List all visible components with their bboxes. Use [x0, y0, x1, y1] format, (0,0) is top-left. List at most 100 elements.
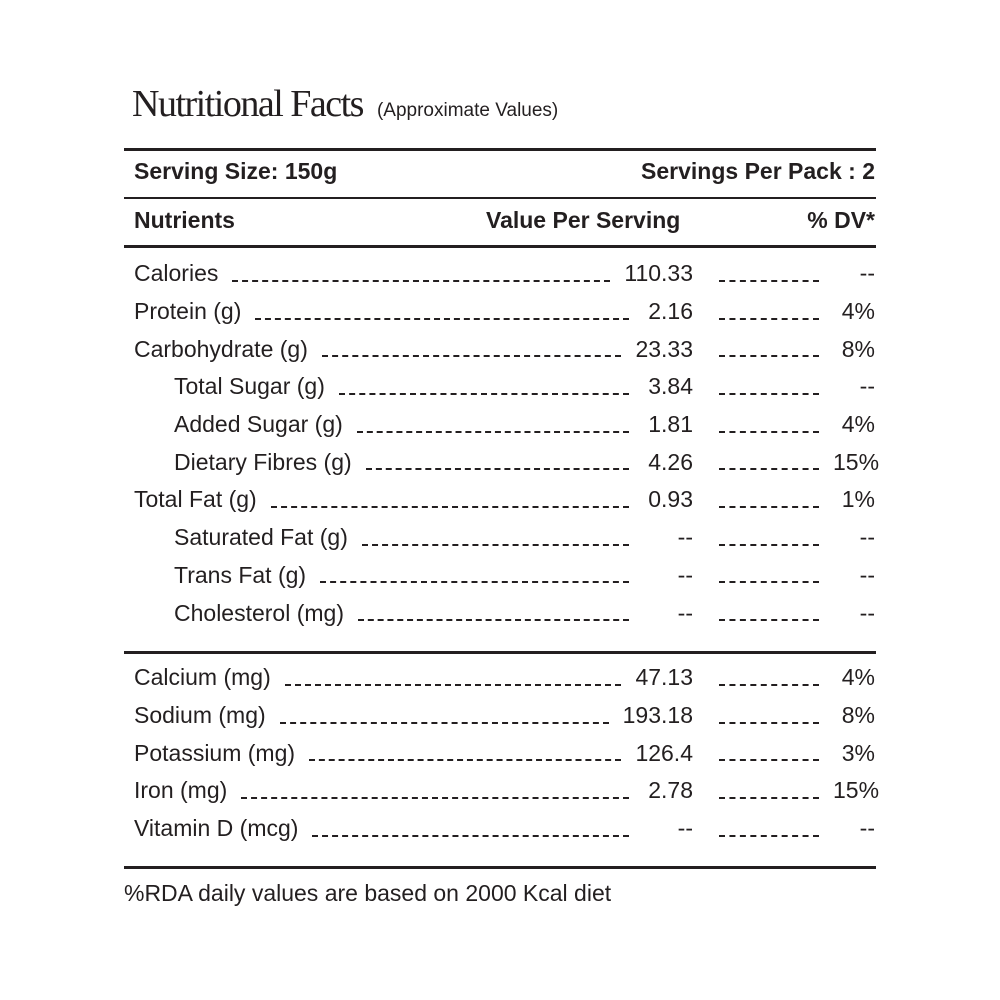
- nutrient-name: Trans Fat (g): [174, 561, 307, 588]
- dash-leader: [719, 721, 819, 724]
- nutrient-row: Potassium (mg) 126.4 3%: [134, 734, 875, 772]
- divider: [124, 148, 876, 151]
- nutrient-name: Sodium (mg): [134, 702, 266, 729]
- nutrient-row: Iron (mg) 2.78 15%: [134, 772, 880, 810]
- nutrient-row: Total Sugar (g) 3.84 --: [134, 368, 875, 406]
- dash-leader: [255, 317, 629, 320]
- nutrient-name: Cholesterol (mg): [174, 599, 344, 626]
- nutrient-name: Dietary Fibres (g): [174, 448, 352, 475]
- nutrient-value: 2.16: [648, 298, 693, 325]
- dash-leader: [719, 392, 819, 395]
- divider: [124, 197, 876, 199]
- nutrient-name: Total Sugar (g): [174, 373, 325, 400]
- divider: [124, 866, 876, 869]
- nutrient-dv: --: [859, 524, 875, 551]
- nutrient-row: Saturated Fat (g) -- --: [134, 519, 875, 557]
- serving-size: Serving Size: 150g: [134, 158, 338, 184]
- nutrient-name: Total Fat (g): [134, 486, 257, 513]
- dash-leader: [312, 834, 629, 837]
- dash-leader: [719, 619, 819, 622]
- nutrient-dv: 4%: [841, 298, 875, 325]
- nutrient-dv: --: [859, 599, 875, 626]
- dash-leader: [719, 683, 819, 686]
- nutrient-row: Added Sugar (g) 1.81 4%: [134, 406, 875, 444]
- nutrient-name: Calories: [134, 260, 219, 287]
- dash-leader: [719, 279, 819, 282]
- dash-leader: [719, 834, 819, 837]
- dash-leader: [719, 759, 819, 762]
- dash-leader: [358, 619, 629, 622]
- nutrient-row: Trans Fat (g) -- --: [134, 557, 875, 595]
- header-dv: % DV*: [807, 207, 875, 233]
- nutrient-group-minerals: Calcium (mg) 47.13 4% Sodium (mg) 193.18 8% Po…: [134, 659, 880, 848]
- nutrient-dv: 8%: [841, 702, 875, 729]
- dash-leader: [270, 505, 629, 508]
- dash-leader: [719, 430, 819, 433]
- dash-leader: [719, 543, 819, 546]
- dash-leader: [361, 543, 629, 546]
- nutrient-row: Total Fat (g) 0.93 1%: [134, 481, 875, 519]
- nutrient-name: Protein (g): [134, 298, 242, 325]
- dash-leader: [719, 355, 819, 358]
- footnote: %RDA daily values are based on 2000 Kcal…: [124, 880, 612, 906]
- nutrient-value: 110.33: [624, 260, 693, 287]
- nutrient-dv: 8%: [841, 335, 875, 362]
- dash-leader: [719, 796, 819, 799]
- divider: [124, 245, 876, 248]
- nutrient-dv: --: [859, 561, 875, 588]
- header-value: Value Per Serving: [486, 207, 681, 233]
- nutrient-value: 4.26: [648, 448, 693, 475]
- subtitle: (Approximate Values): [376, 100, 559, 121]
- nutrient-value: 2.78: [648, 777, 693, 804]
- dash-leader: [279, 721, 609, 724]
- nutrient-value: 0.93: [648, 486, 693, 513]
- column-headers: Nutrients Value Per Serving % DV*: [134, 207, 875, 234]
- nutrient-value: --: [677, 599, 693, 626]
- dash-leader: [338, 392, 629, 395]
- divider: [124, 651, 876, 654]
- nutrient-row: Sodium (mg) 193.18 8%: [134, 697, 875, 735]
- dash-leader: [232, 279, 611, 282]
- nutrient-value: 3.84: [648, 373, 693, 400]
- nutrient-dv: 3%: [841, 739, 875, 766]
- nutrient-row: Protein (g) 2.16 4%: [134, 293, 875, 331]
- nutrient-row: Cholesterol (mg) -- --: [134, 594, 875, 632]
- dash-leader: [320, 581, 629, 584]
- nutrient-value: --: [677, 524, 693, 551]
- nutrient-row: Dietary Fibres (g) 4.26 15%: [134, 443, 880, 481]
- nutrient-value: --: [677, 561, 693, 588]
- serving-info: Serving Size: 150g Servings Per Pack : 2: [134, 158, 875, 185]
- dash-leader: [719, 317, 819, 320]
- dash-leader: [365, 468, 629, 471]
- nutrient-name: Potassium (mg): [134, 739, 296, 766]
- nutrient-value: 193.18: [622, 702, 693, 729]
- nutrient-dv: 1%: [841, 486, 875, 513]
- dash-leader: [356, 430, 629, 433]
- nutrient-name: Added Sugar (g): [174, 411, 343, 438]
- nutrient-value: 23.33: [635, 335, 693, 362]
- dash-leader: [309, 759, 622, 762]
- nutrient-row: Carbohydrate (g) 23.33 8%: [134, 330, 875, 368]
- nutrient-dv: 15%: [833, 777, 880, 804]
- dash-leader: [321, 355, 622, 358]
- nutrient-value: 47.13: [635, 664, 693, 691]
- dash-leader: [284, 683, 622, 686]
- nutrient-dv: --: [859, 373, 875, 400]
- nutrient-value: --: [677, 815, 693, 842]
- header-nutrients: Nutrients: [134, 207, 235, 233]
- nutrient-name: Calcium (mg): [134, 664, 271, 691]
- nutrient-row: Vitamin D (mcg) -- --: [134, 810, 875, 848]
- nutrient-name: Saturated Fat (g): [174, 524, 348, 551]
- label-title: Nutritional Facts (Approximate Values): [132, 82, 558, 126]
- dash-leader: [719, 581, 819, 584]
- nutrient-dv: --: [859, 815, 875, 842]
- page-title: Nutritional Facts: [132, 83, 364, 125]
- nutrient-value: 126.4: [635, 739, 693, 766]
- nutrient-dv: 4%: [841, 664, 875, 691]
- dash-leader: [719, 505, 819, 508]
- nutrient-row: Calcium (mg) 47.13 4%: [134, 659, 875, 697]
- nutrient-name: Carbohydrate (g): [134, 335, 308, 362]
- servings-per-pack: Servings Per Pack : 2: [641, 158, 875, 184]
- nutrient-dv: 15%: [833, 448, 880, 475]
- nutrient-dv: 4%: [841, 411, 875, 438]
